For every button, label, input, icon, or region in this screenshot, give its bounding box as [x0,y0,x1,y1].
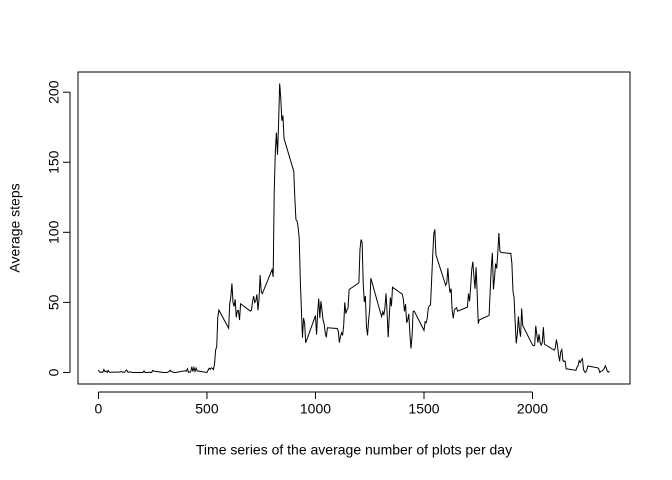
y-tick-label: 200 [46,80,62,104]
x-tick-label: 1000 [300,401,331,417]
y-tick-label: 100 [46,220,62,244]
y-tick-label: 150 [46,150,62,174]
y-tick-label: 0 [46,368,62,376]
x-axis-label: Time series of the average number of plo… [196,442,512,458]
x-tick-label: 0 [95,401,103,417]
x-tick-label: 1500 [408,401,439,417]
plot-box [77,71,631,385]
data-line [98,83,610,374]
x-tick-label: 500 [195,401,219,417]
y-axis-label: Average steps [7,183,23,272]
x-tick-label: 2000 [517,401,548,417]
y-tick-label: 50 [46,294,62,310]
